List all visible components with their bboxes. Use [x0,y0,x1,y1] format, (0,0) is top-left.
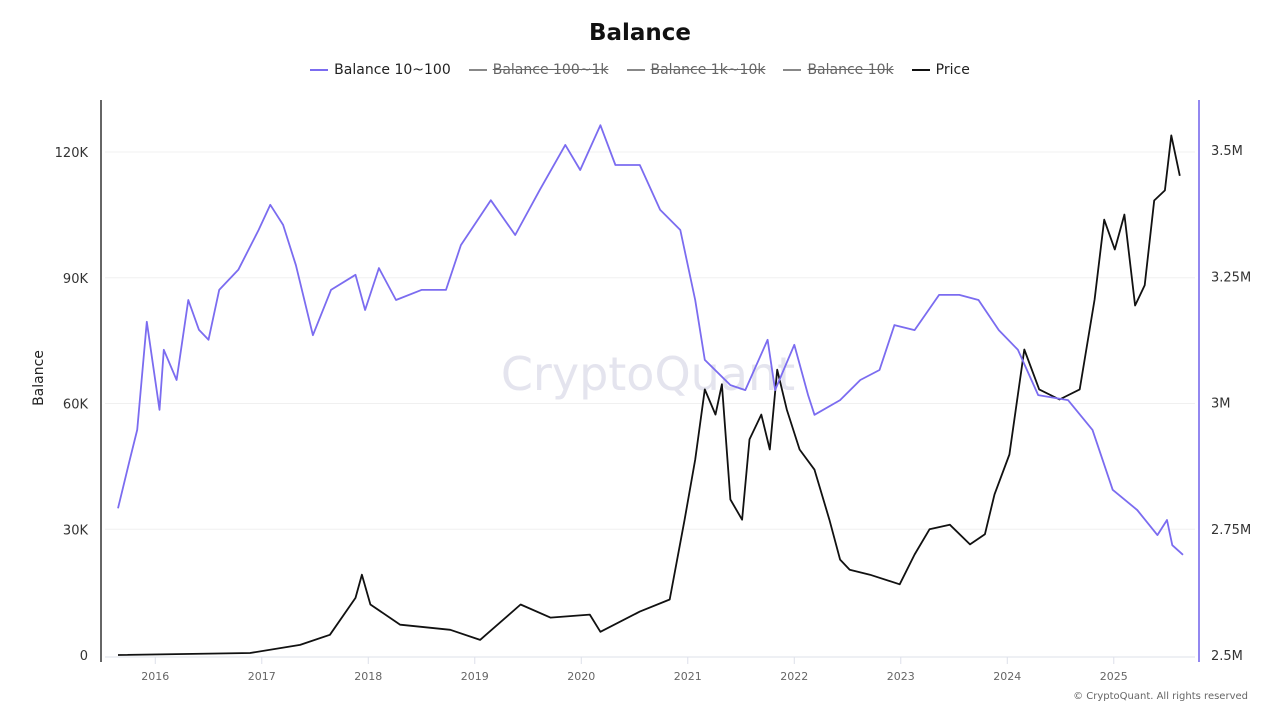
svg-text:2016: 2016 [141,670,169,683]
svg-text:2017: 2017 [248,670,276,683]
legend-swatch-balance-1k-10k [626,69,645,71]
legend-label: Balance 100~1k [492,62,609,78]
copyright-notice: © CryptoQuant. All rights reserved [1073,691,1248,702]
legend-swatch-price [911,69,930,71]
svg-text:60K: 60K [63,398,89,413]
svg-text:3M: 3M [1211,397,1231,412]
svg-text:3.5M: 3.5M [1211,144,1243,159]
chart-title: Balance [588,20,692,46]
legend-item-price[interactable]: Price [911,62,970,78]
legend-label: Balance 10k [807,62,894,78]
svg-text:2025: 2025 [1100,670,1128,683]
left-axis-ticks: 0 30K 60K 90K 120K [55,146,89,664]
right-axis-ticks: 2.5M 2.75M 3M 3.25M 3.5M [1211,144,1251,664]
svg-text:120K: 120K [55,146,89,161]
svg-text:2.75M: 2.75M [1211,523,1251,538]
svg-text:3.25M: 3.25M [1211,270,1251,285]
balance-10-100-series-line[interactable] [117,124,1184,556]
legend: Balance 10~100 Balance 100~1k Balance 1k… [0,62,1280,78]
legend-swatch-balance-10k [783,69,802,71]
legend-item-balance-10-100[interactable]: Balance 10~100 [310,62,451,78]
legend-label: Balance 1k~10k [650,62,766,78]
svg-text:2020: 2020 [567,670,595,683]
watermark: CryptoQuant [501,347,795,401]
svg-text:2024: 2024 [993,670,1021,683]
legend-item-balance-1k-10k[interactable]: Balance 1k~10k [626,62,766,78]
legend-item-balance-10k[interactable]: Balance 10k [783,62,894,78]
svg-text:2021: 2021 [674,670,702,683]
legend-label: Balance 10~100 [334,62,451,78]
svg-text:2022: 2022 [780,670,808,683]
price-series-line[interactable] [117,134,1181,656]
legend-swatch-balance-100-1k [468,69,487,71]
y-axis-label: Balance [31,350,47,406]
legend-item-balance-100-1k[interactable]: Balance 100~1k [468,62,609,78]
legend-label: Price [935,62,970,78]
svg-text:2018: 2018 [354,670,382,683]
gridlines [105,151,1195,530]
svg-text:2.5M: 2.5M [1211,649,1243,664]
svg-text:2023: 2023 [887,670,915,683]
legend-swatch-balance-10-100 [310,69,329,71]
svg-text:30K: 30K [63,523,89,538]
svg-text:2019: 2019 [461,670,489,683]
svg-text:0: 0 [80,649,88,664]
x-axis-ticks: 2016 2017 2018 2019 2020 2021 2022 2023 2024 2025 [141,657,1128,683]
svg-text:90K: 90K [63,272,89,287]
